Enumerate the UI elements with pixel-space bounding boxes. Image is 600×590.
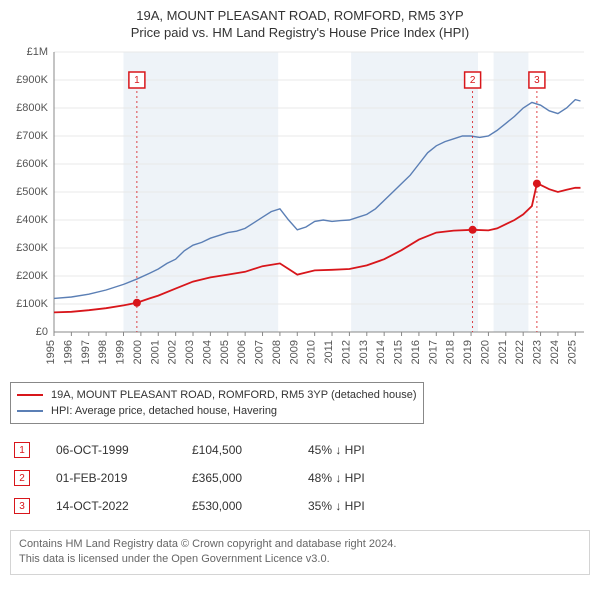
sale-date: 14-OCT-2022 xyxy=(56,499,166,513)
legend-swatch xyxy=(17,394,43,396)
x-tick-label: 2013 xyxy=(358,340,370,364)
y-tick-label: £600K xyxy=(16,158,48,170)
x-tick-label: 2003 xyxy=(184,340,196,364)
x-tick-label: 2021 xyxy=(497,340,509,364)
x-tick-label: 2007 xyxy=(254,340,266,364)
sale-date: 01-FEB-2019 xyxy=(56,471,166,485)
x-tick-label: 2008 xyxy=(271,340,283,364)
attribution-box: Contains HM Land Registry data © Crown c… xyxy=(10,530,590,575)
x-tick-label: 2015 xyxy=(393,340,405,364)
x-tick-label: 2002 xyxy=(167,340,179,364)
x-tick-label: 1995 xyxy=(45,340,57,364)
sale-row: 1 06-OCT-1999 £104,500 45% ↓ HPI xyxy=(10,436,590,464)
y-tick-label: £400K xyxy=(16,214,48,226)
x-tick-label: 2000 xyxy=(132,340,144,364)
x-tick-label: 2006 xyxy=(236,340,248,364)
y-tick-label: £100K xyxy=(16,298,48,310)
legend-item: HPI: Average price, detached house, Have… xyxy=(17,403,417,419)
x-tick-label: 2020 xyxy=(479,340,491,364)
sale-row: 3 14-OCT-2022 £530,000 35% ↓ HPI xyxy=(10,492,590,520)
x-tick-label: 1996 xyxy=(62,340,74,364)
page-container: 19A, MOUNT PLEASANT ROAD, ROMFORD, RM5 3… xyxy=(0,0,600,590)
x-tick-label: 1998 xyxy=(97,340,109,364)
sale-price: £104,500 xyxy=(192,443,282,457)
x-tick-label: 2019 xyxy=(462,340,474,364)
x-tick-label: 2009 xyxy=(288,340,300,364)
chart-titles: 19A, MOUNT PLEASANT ROAD, ROMFORD, RM5 3… xyxy=(10,8,590,40)
x-tick-label: 2023 xyxy=(532,340,544,364)
x-tick-label: 1997 xyxy=(80,340,92,364)
x-tick-label: 2004 xyxy=(201,340,213,364)
attribution-line-2: This data is licensed under the Open Gov… xyxy=(19,552,581,567)
x-tick-label: 2014 xyxy=(375,340,387,364)
y-tick-label: £300K xyxy=(16,242,48,254)
y-tick-label: £200K xyxy=(16,270,48,282)
x-tick-label: 2022 xyxy=(514,340,526,364)
x-tick-label: 2011 xyxy=(323,340,335,364)
y-tick-label: £0 xyxy=(36,326,48,338)
sale-hpi-delta: 45% ↓ HPI xyxy=(308,443,586,457)
title-subtitle: Price paid vs. HM Land Registry's House … xyxy=(10,25,590,40)
x-tick-label: 2005 xyxy=(219,340,231,364)
y-tick-label: £500K xyxy=(16,186,48,198)
x-tick-label: 2017 xyxy=(427,340,439,364)
sale-hpi-delta: 48% ↓ HPI xyxy=(308,471,586,485)
x-tick-label: 1999 xyxy=(115,340,127,364)
attribution-line-1: Contains HM Land Registry data © Crown c… xyxy=(19,537,581,552)
callout-number: 2 xyxy=(470,75,476,86)
sale-marker: 1 xyxy=(14,442,30,458)
sales-table: 1 06-OCT-1999 £104,500 45% ↓ HPI 2 01-FEB-201… xyxy=(10,436,590,520)
x-tick-label: 2016 xyxy=(410,340,422,364)
x-tick-label: 2024 xyxy=(549,340,561,364)
sale-marker: 3 xyxy=(14,498,30,514)
legend-label: HPI: Average price, detached house, Have… xyxy=(51,403,277,419)
legend-item: 19A, MOUNT PLEASANT ROAD, ROMFORD, RM5 3… xyxy=(17,387,417,403)
callout-number: 1 xyxy=(134,75,140,86)
x-tick-label: 2012 xyxy=(340,340,352,364)
x-tick-label: 2001 xyxy=(149,340,161,364)
sale-hpi-delta: 35% ↓ HPI xyxy=(308,499,586,513)
legend-label: 19A, MOUNT PLEASANT ROAD, ROMFORD, RM5 3… xyxy=(51,387,417,403)
y-tick-label: £800K xyxy=(16,102,48,114)
sale-row: 2 01-FEB-2019 £365,000 48% ↓ HPI xyxy=(10,464,590,492)
x-tick-label: 2025 xyxy=(566,340,578,364)
chart-area: £0 £100K £200K £300K £400K £500K £600K £700K £80… xyxy=(10,46,590,376)
x-tick-label: 2018 xyxy=(445,340,457,364)
sale-date: 06-OCT-1999 xyxy=(56,443,166,457)
sale-price: £365,000 xyxy=(192,471,282,485)
y-tick-label: £900K xyxy=(16,74,48,86)
legend: 19A, MOUNT PLEASANT ROAD, ROMFORD, RM5 3… xyxy=(10,376,590,424)
y-tick-label: £1M xyxy=(27,46,48,58)
legend-swatch xyxy=(17,410,43,412)
x-tick-label: 2010 xyxy=(306,340,318,364)
title-address: 19A, MOUNT PLEASANT ROAD, ROMFORD, RM5 3… xyxy=(10,8,590,23)
sale-marker: 2 xyxy=(14,470,30,486)
callout-number: 3 xyxy=(534,75,540,86)
y-tick-label: £700K xyxy=(16,130,48,142)
price-chart: £0 £100K £200K £300K £400K £500K £600K £700K £80… xyxy=(10,46,590,376)
sale-price: £530,000 xyxy=(192,499,282,513)
